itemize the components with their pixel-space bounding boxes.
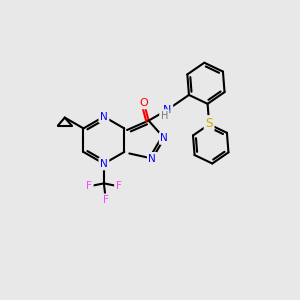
Text: N: N bbox=[100, 159, 108, 169]
Text: N: N bbox=[148, 154, 156, 164]
Text: N: N bbox=[160, 133, 168, 143]
Text: S: S bbox=[206, 117, 213, 130]
Text: N: N bbox=[100, 112, 108, 122]
Text: F: F bbox=[116, 181, 122, 191]
Text: O: O bbox=[140, 98, 148, 108]
Text: H: H bbox=[161, 111, 168, 121]
Text: N: N bbox=[163, 105, 172, 115]
Text: F: F bbox=[86, 181, 92, 191]
Text: F: F bbox=[103, 195, 109, 205]
